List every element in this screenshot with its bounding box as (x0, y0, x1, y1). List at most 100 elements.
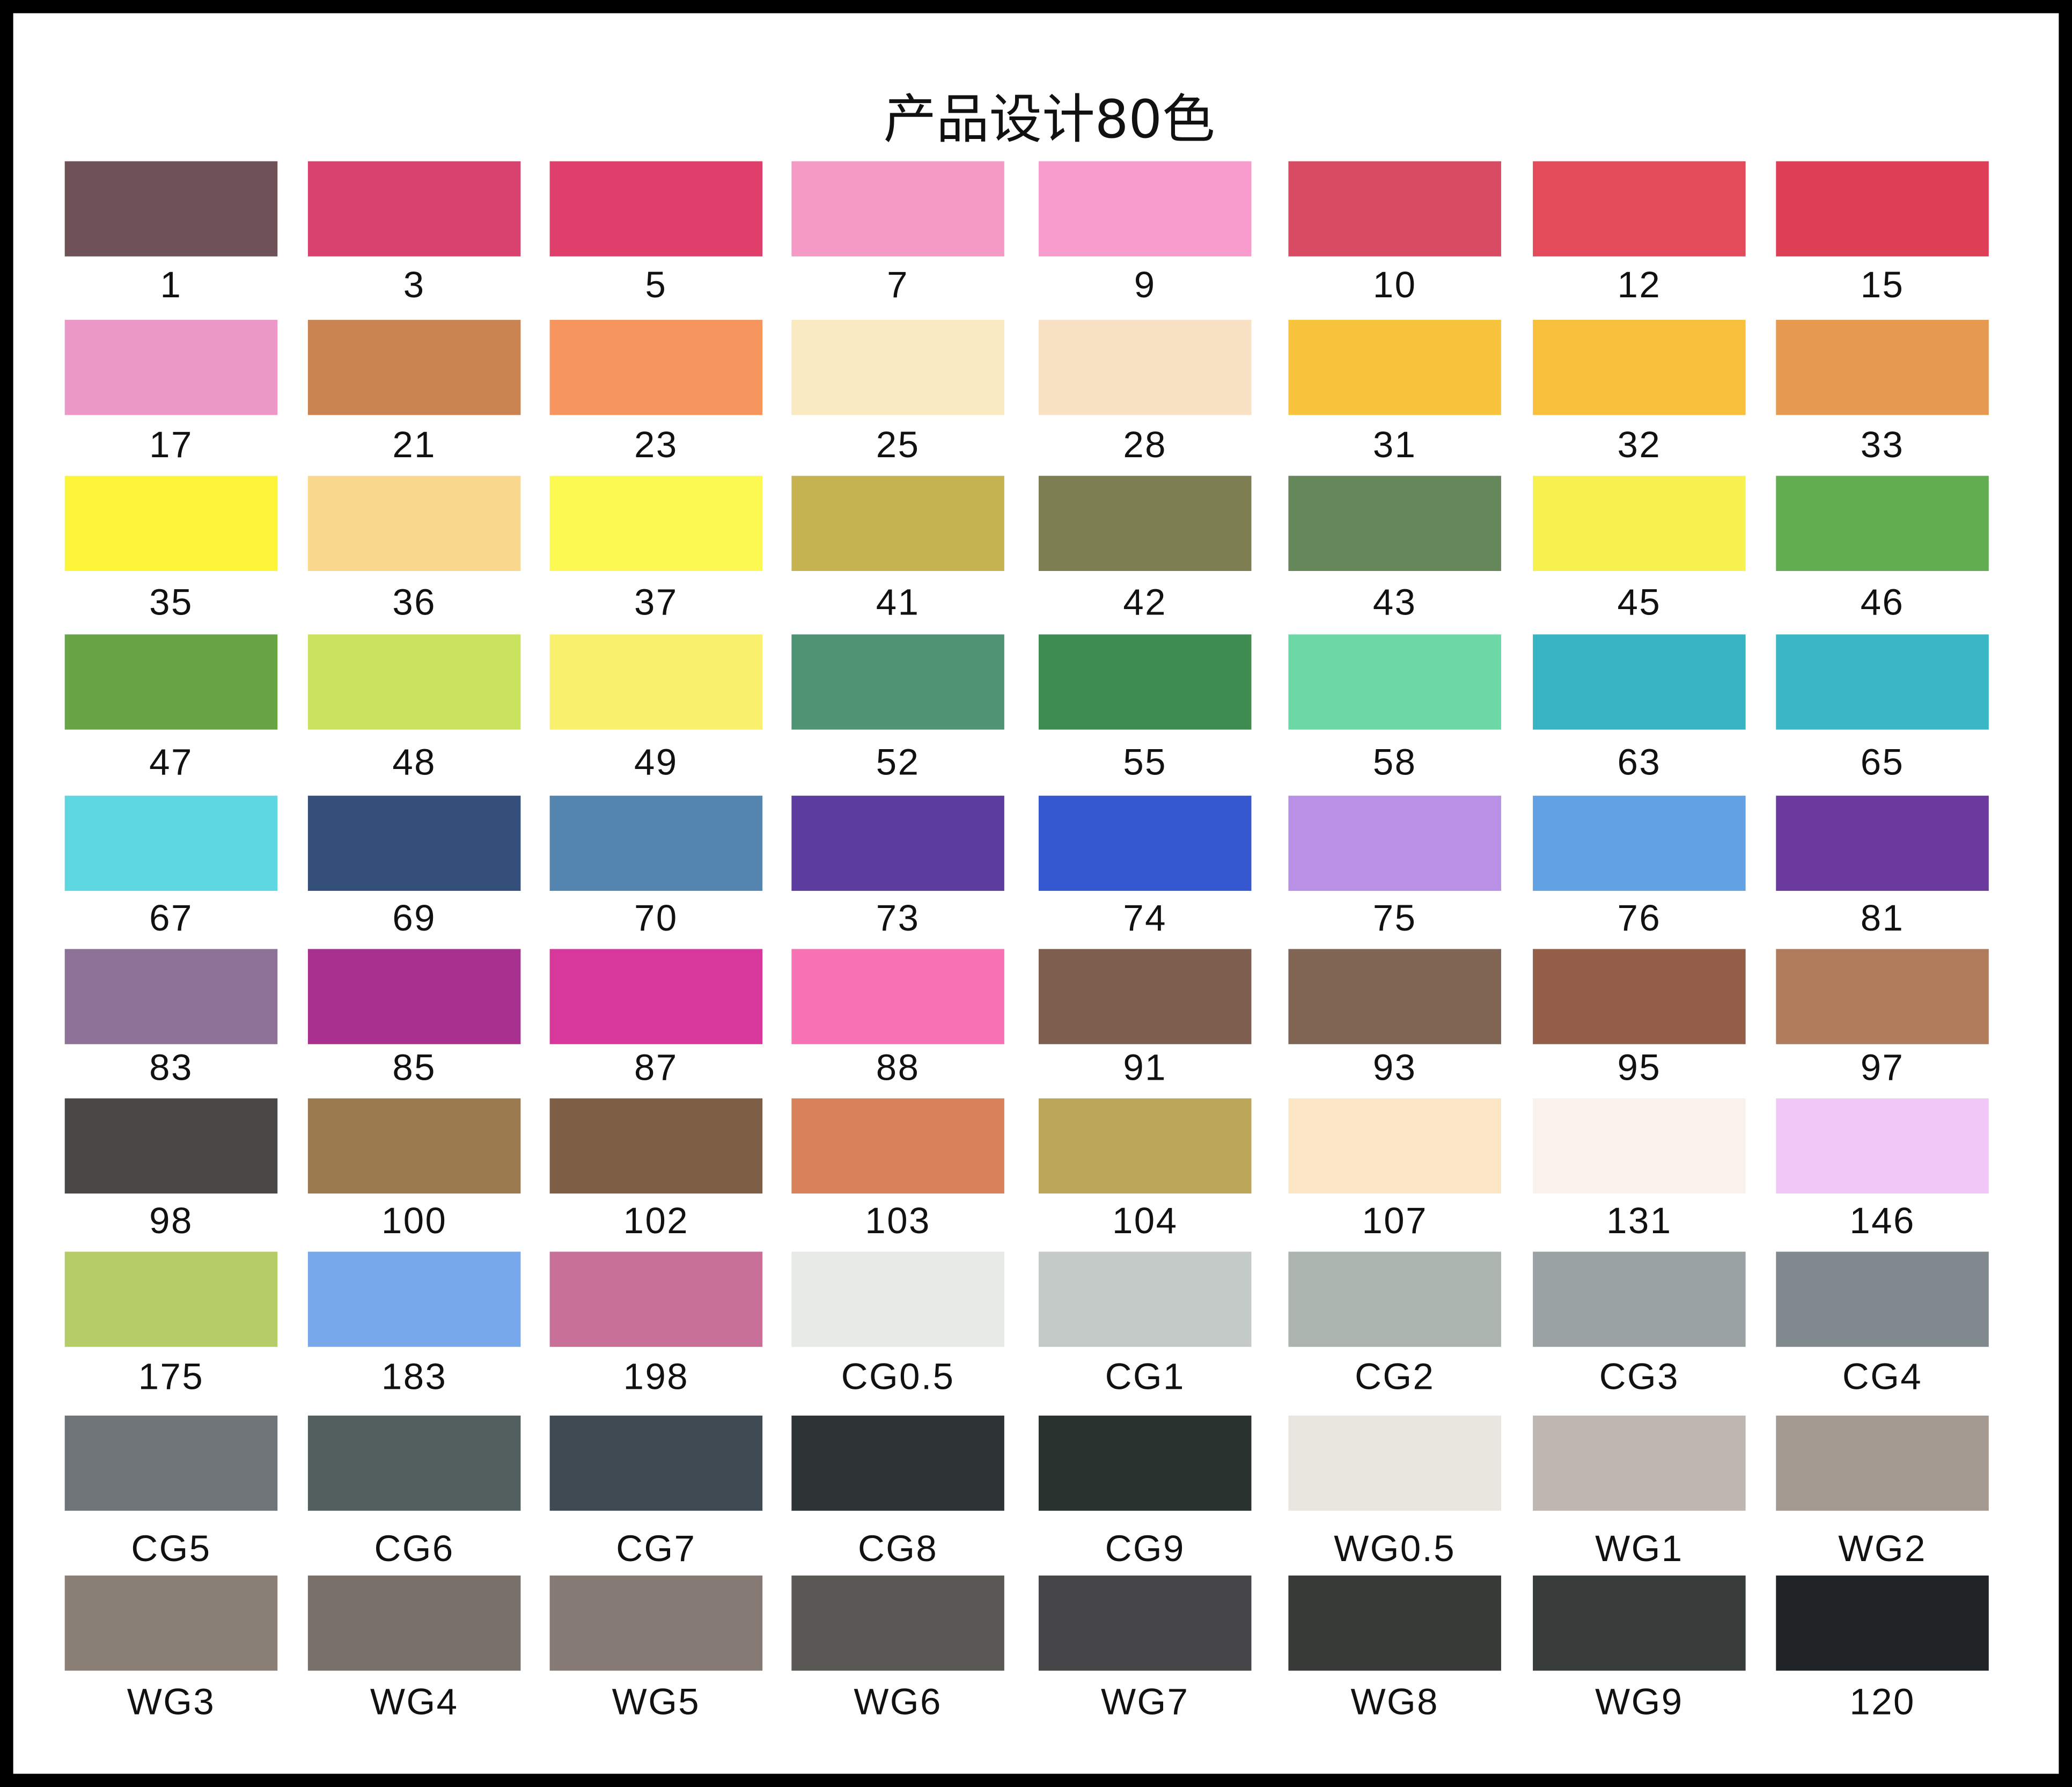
color-swatch (307, 634, 521, 730)
swatch-label: 65 (1860, 741, 1905, 783)
swatch-label: 48 (392, 741, 436, 783)
color-swatch (1776, 795, 1989, 891)
color-swatch (1288, 1415, 1501, 1511)
color-swatch (64, 1098, 278, 1194)
color-swatch (1038, 320, 1252, 415)
swatch-label: 17 (149, 424, 193, 465)
swatch-label: WG2 (1838, 1528, 1927, 1569)
swatch-label: 103 (865, 1200, 931, 1241)
color-swatch (1533, 1415, 1746, 1511)
swatch-label: 63 (1617, 741, 1662, 783)
swatch-label: 73 (876, 897, 920, 939)
color-swatch (1288, 634, 1501, 730)
swatch-label: 87 (634, 1046, 678, 1088)
swatch-label: 91 (1123, 1046, 1167, 1088)
color-swatch (549, 1098, 763, 1194)
swatch-label: 9 (1134, 264, 1156, 305)
swatch-label: 120 (1849, 1681, 1915, 1723)
swatch-label: CG3 (1599, 1356, 1679, 1397)
swatch-label: 37 (634, 581, 678, 623)
swatch-label: 10 (1372, 264, 1417, 305)
swatch-label: 85 (392, 1046, 436, 1088)
swatch-label: 15 (1860, 264, 1905, 305)
color-swatch (1038, 1251, 1252, 1347)
swatch-label: WG1 (1595, 1528, 1684, 1569)
color-swatch (1533, 320, 1746, 415)
color-swatch (549, 1575, 763, 1671)
swatch-label: 93 (1372, 1046, 1417, 1088)
swatch-label: 58 (1372, 741, 1417, 783)
color-swatch (549, 949, 763, 1044)
swatch-label: 36 (392, 581, 436, 623)
swatch-label: 70 (634, 897, 678, 939)
color-swatch (1776, 1251, 1989, 1347)
swatch-label: 33 (1860, 424, 1905, 465)
color-swatch (64, 161, 278, 257)
swatch-label: 131 (1606, 1200, 1672, 1241)
swatch-label: 52 (876, 741, 920, 783)
color-swatch (1288, 1251, 1501, 1347)
color-swatch (1776, 634, 1989, 730)
swatch-label: 5 (645, 264, 667, 305)
color-swatch (1288, 1575, 1501, 1671)
swatch-label: 74 (1123, 897, 1167, 939)
swatch-label: WG3 (127, 1681, 216, 1723)
color-swatch (1038, 161, 1252, 257)
swatch-label: 146 (1849, 1200, 1915, 1241)
color-swatch (549, 1251, 763, 1347)
color-swatch (1533, 795, 1746, 891)
color-swatch (549, 475, 763, 572)
swatch-label: 88 (876, 1046, 920, 1088)
color-swatch (64, 1251, 278, 1347)
swatch-label: 67 (149, 897, 193, 939)
swatch-label: 31 (1372, 424, 1417, 465)
color-swatch (791, 949, 1004, 1044)
swatch-label: 3 (403, 264, 425, 305)
color-swatch (1038, 1098, 1252, 1194)
swatch-label: CG2 (1355, 1356, 1435, 1397)
swatch-label: 183 (381, 1356, 447, 1397)
color-swatch (307, 795, 521, 891)
color-swatch (549, 634, 763, 730)
swatch-label: WG6 (854, 1681, 942, 1723)
color-swatch (1533, 1251, 1746, 1347)
color-swatch (791, 475, 1004, 572)
color-swatch (1038, 475, 1252, 572)
swatch-label: CG7 (616, 1528, 696, 1569)
swatch-label: CG0.5 (841, 1356, 955, 1397)
swatch-label: CG5 (131, 1528, 211, 1569)
color-swatch (1288, 949, 1501, 1044)
swatch-label: 75 (1372, 897, 1417, 939)
color-swatch (307, 1415, 521, 1511)
swatch-label: 107 (1362, 1200, 1428, 1241)
color-swatch (1533, 1575, 1746, 1671)
color-swatch (791, 1098, 1004, 1194)
swatch-label: 47 (149, 741, 193, 783)
swatch-label: 12 (1617, 264, 1662, 305)
color-swatch (1533, 475, 1746, 572)
swatch-label: 198 (623, 1356, 689, 1397)
swatch-label: 35 (149, 581, 193, 623)
swatch-label: 21 (392, 424, 436, 465)
color-swatch (791, 1415, 1004, 1511)
swatch-label: 32 (1617, 424, 1662, 465)
color-swatch (1038, 795, 1252, 891)
color-swatch (1288, 1098, 1501, 1194)
color-swatch (791, 161, 1004, 257)
swatch-label: 97 (1860, 1046, 1905, 1088)
color-swatch (1038, 1575, 1252, 1671)
color-swatch (1533, 1098, 1746, 1194)
swatch-label: 46 (1860, 581, 1905, 623)
color-swatch (1288, 161, 1501, 257)
swatch-label: 23 (634, 424, 678, 465)
color-swatch (791, 320, 1004, 415)
color-swatch (1776, 161, 1989, 257)
swatch-label: 25 (876, 424, 920, 465)
color-swatch (549, 795, 763, 891)
color-swatch (1038, 1415, 1252, 1511)
swatch-label: CG8 (857, 1528, 938, 1569)
swatch-label: WG4 (370, 1681, 459, 1723)
swatch-label: 95 (1617, 1046, 1662, 1088)
color-swatch (64, 475, 278, 572)
